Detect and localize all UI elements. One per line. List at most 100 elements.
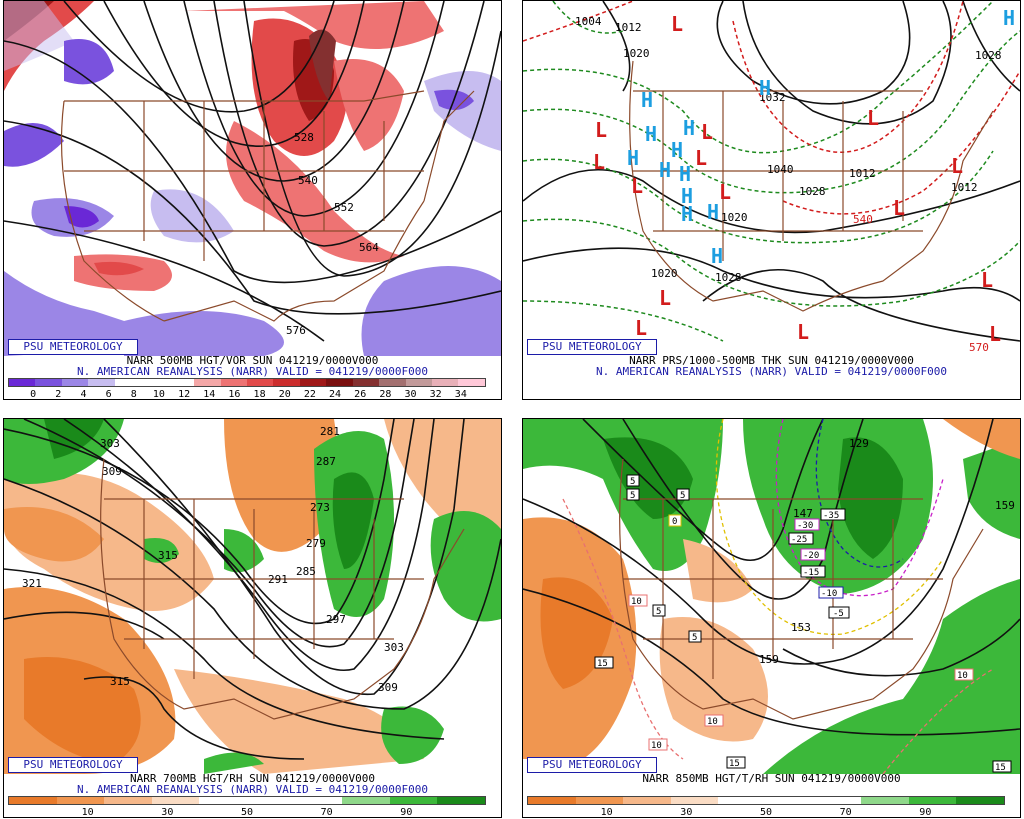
colorbar-tick-label: 50 [240,807,254,818]
contour-label: 303 [384,641,404,654]
svg-text:15: 15 [995,763,1006,773]
svg-text:L: L [893,196,905,220]
contour-label: 153 [791,621,811,634]
colorbar-swatch [405,379,432,386]
colorbar-tick-label: 6 [105,389,112,400]
svg-text:L: L [631,174,643,198]
svg-text:5: 5 [680,491,685,501]
svg-text:L: L [719,180,731,204]
isobar-label: 1020 [623,47,650,60]
colorbar-tick-label: 26 [354,389,367,400]
colorbar-swatch [9,797,57,804]
colorbar-tick-label: 22 [303,389,316,400]
colorbar-swatch [342,797,390,804]
colorbar-swatch [220,379,247,386]
low-pressure-markers: L L L L L L L L L L L L L L L [593,12,1001,346]
contour-label: 303 [100,437,120,450]
colorbar-swatch [246,379,274,386]
svg-text:-20: -20 [803,551,819,561]
colorbar-swatch [141,379,168,386]
contour-label: 315 [110,675,130,688]
colorbar-swatch [151,797,200,804]
colorbar-swatch [56,797,105,804]
colorbar-tick-label: 0 [30,389,37,400]
svg-text:L: L [635,316,647,340]
contour-label: 291 [268,573,288,586]
contour-label: 285 [296,565,316,578]
colorbar-swatch [956,797,1004,804]
contour-label: 159 [995,499,1015,512]
svg-text:-25: -25 [791,535,807,545]
isobar-label: 1020 [651,267,678,280]
colorbar-swatch [326,379,353,386]
svg-text:5: 5 [630,477,635,487]
colorbar-swatch [273,379,300,386]
colorbar-swatch [458,379,485,386]
svg-text:H: H [683,116,695,140]
colorbar-swatch [299,379,327,386]
thickness-label: 540 [853,213,873,226]
svg-text:L: L [981,268,993,292]
colorbar-swatch [437,797,485,804]
psu-meteorology-label: PSU METEOROLOGY [527,339,657,355]
svg-text:-30: -30 [797,521,813,531]
svg-text:H: H [711,244,723,268]
psu-meteorology-label: PSU METEOROLOGY [527,757,657,773]
svg-text:10: 10 [651,741,662,751]
colorbar-swatch [908,797,957,804]
map-700mb-rh: 281 287 273 279 285 291 297 303 309 315 … [4,419,501,774]
colorbar-tick-label: 14 [203,389,216,400]
svg-text:L: L [595,118,607,142]
contour-label: 297 [326,613,346,626]
colorbar-swatch [9,379,36,386]
svg-text:15: 15 [597,659,608,669]
colorbar-swatch [294,797,343,804]
colorbar-swatch [246,797,295,804]
colorbar-tick-label: 30 [161,807,174,818]
colorbar-swatch [575,797,624,804]
colorbar-swatch [352,379,380,386]
contour-label: 159 [759,653,779,666]
colorbar-tick-label: 70 [320,807,333,818]
svg-text:10: 10 [631,597,642,607]
colorbar-swatch [389,797,438,804]
svg-text:10: 10 [957,671,968,681]
colorbar-tick-label: 8 [130,389,137,400]
colorbar-swatch [114,379,142,386]
panel-title: NARR PRS/1000-500MB THK SUN 041219/0000V… [629,354,914,367]
contour-label: 540 [298,174,318,187]
panel-title: NARR 850MB HGT/T/RH SUN 041219/0000V000 [642,772,901,785]
colorbar-swatch [104,797,152,804]
svg-text:L: L [867,106,879,130]
svg-text:-5: -5 [833,609,844,619]
svg-text:-15: -15 [803,568,819,578]
panel-subtitle: N. AMERICAN REANALYSIS (NARR) VALID = 04… [596,365,947,378]
colorbar-tick-label: 4 [80,389,87,400]
contour-label: 281 [320,425,340,438]
colorbar-swatch [88,379,115,386]
isobar-label: 1028 [975,49,1002,62]
colorbar-tick-label: 90 [919,807,932,818]
colorbar-tick-label: 10 [600,807,613,818]
svg-text:L: L [989,322,1001,346]
colorbar-tick-label: 34 [454,389,467,400]
colorbar-swatch [528,797,576,804]
svg-text:L: L [701,120,713,144]
contour-label: 129 [849,437,869,450]
map-500mb-vorticity: 528 540 552 564 576 [4,1,501,356]
svg-text:L: L [593,150,605,174]
isobar-label: 1012 [615,21,642,34]
colorbar-tick-label: 20 [278,389,291,400]
contour-label: 147 [793,507,813,520]
colorbar-tick-label: 24 [329,389,342,400]
colorbar-tick-label: 10 [152,389,165,400]
colorbar-tick-label: 30 [404,389,417,400]
map-pressure-thickness: 1004 1012 1020 1028 1032 1040 1028 1020 … [523,1,1020,356]
colorbar-ticks: 10 30 50 70 90 [527,807,1005,818]
svg-text:5: 5 [656,607,661,617]
contour-label: 309 [378,681,398,694]
svg-text:15: 15 [729,759,740,769]
high-pressure-markers: H H H H H H H H H H H H H [627,6,1015,268]
contour-label: 309 [102,465,122,478]
contour-label: 552 [334,201,354,214]
